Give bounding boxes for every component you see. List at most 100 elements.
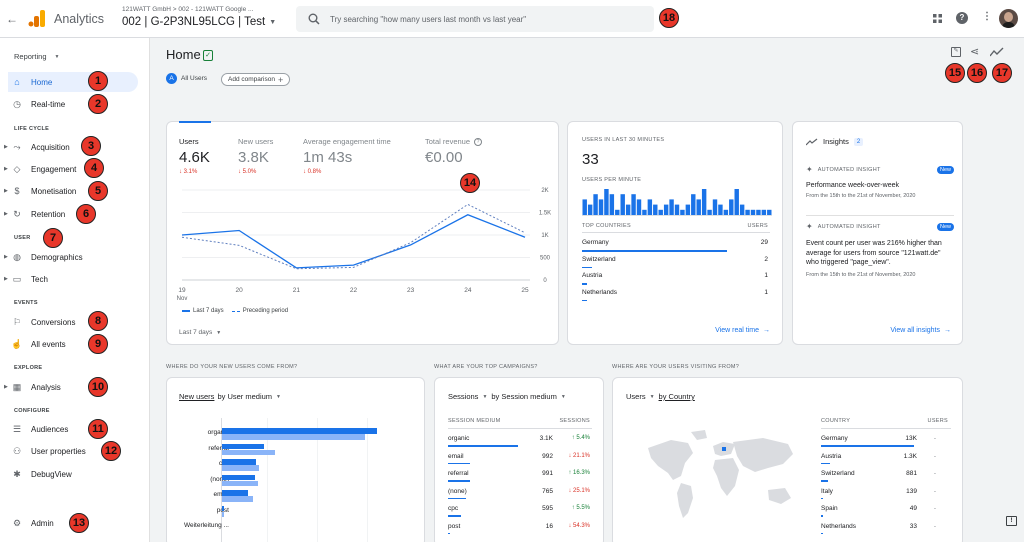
- search-bar[interactable]: Try searching "how many users last month…: [296, 6, 654, 32]
- back-arrow-icon[interactable]: ←: [6, 12, 18, 26]
- sidebar-item-monetisation[interactable]: ▶ $ Monetisation: [4, 181, 138, 201]
- sessions-value: 16: [545, 522, 553, 530]
- sidebar-item-user-properties[interactable]: ⚇ User properties: [8, 441, 138, 461]
- globe-icon: ◍: [13, 251, 21, 262]
- country-name: Austria: [582, 272, 603, 279]
- sidebar-item-realtime[interactable]: ◷ Real-time: [8, 94, 138, 114]
- sessions-change: ↑ 16.3%: [568, 470, 590, 476]
- country-share-bar: [582, 250, 728, 252]
- metric-new-users[interactable]: New users 3.8K ↓ 5.0%: [238, 137, 273, 175]
- expand-arrow-icon: ▶: [4, 166, 8, 172]
- country-name: Switzerland: [582, 255, 616, 263]
- reporting-selector[interactable]: Reporting ▼: [14, 52, 59, 61]
- metric-users[interactable]: Users 4.6K ↓ 3.1%: [179, 137, 210, 175]
- session-medium: (none): [448, 487, 467, 495]
- annotation-badge-17: 17: [992, 63, 1012, 83]
- metric-engagement-time[interactable]: Average engagement time 1m 43s ↓ 0.8%: [303, 137, 391, 175]
- chevron-down-icon: ▼: [482, 393, 488, 400]
- per-minute-bar: [723, 209, 729, 215]
- country-name: Austria: [821, 452, 842, 460]
- property-selector[interactable]: 002 | G-2P3NL95LCG | Test ▼: [122, 16, 276, 28]
- bar-category-label: organic: [207, 429, 229, 436]
- sidebar-item-debugview[interactable]: ✱ DebugView: [8, 464, 138, 484]
- apps-grid-icon[interactable]: [933, 14, 942, 23]
- sidebar-item-home[interactable]: ⌂ Home: [8, 72, 138, 92]
- per-minute-bar: [745, 209, 750, 215]
- account-breadcrumb[interactable]: 121WATT GmbH > 002 - 121WATT Google ...: [122, 6, 254, 13]
- metric-total-revenue[interactable]: Total revenue ? €0.00: [425, 137, 483, 166]
- app-title: Analytics: [54, 12, 105, 26]
- legend-series-2: Preceding period: [242, 308, 289, 314]
- new-users-dimension-selector[interactable]: New users by User medium ▼: [179, 392, 281, 401]
- search-input[interactable]: Try searching "how many users last month…: [330, 14, 527, 24]
- home-icon: ⌂: [14, 77, 20, 87]
- debug-icon: ✱: [13, 468, 21, 479]
- add-comparison-button[interactable]: Add comparison +: [221, 73, 291, 86]
- expand-arrow-icon: ▶: [4, 188, 8, 194]
- insight-item-1[interactable]: ✦ AUTOMATED INSIGHT New Performance week…: [806, 165, 954, 199]
- x-tick-label: 22: [350, 287, 358, 294]
- metric-label: Users: [179, 137, 199, 146]
- customize-report-icon[interactable]: ✎: [951, 47, 961, 57]
- country-users: 1.3K: [903, 452, 917, 460]
- help-icon[interactable]: ?: [956, 12, 968, 24]
- property-label: 002 | G-2P3NL95LCG | Test: [122, 16, 266, 28]
- per-minute-bar: [674, 204, 680, 215]
- segment-chip[interactable]: A All Users: [166, 73, 207, 84]
- insight-item-2[interactable]: ✦ AUTOMATED INSIGHT New Event count per …: [806, 222, 954, 278]
- metric-value: 4.6K: [179, 149, 210, 166]
- per-minute-bar: [620, 194, 625, 215]
- per-minute-bar: [767, 209, 772, 215]
- feedback-icon[interactable]: !: [1006, 516, 1017, 526]
- view-realtime-link[interactable]: View real time →: [715, 327, 770, 334]
- per-minute-bar: [680, 209, 685, 215]
- sidebar-item-admin[interactable]: ⚙ Admin: [8, 513, 138, 533]
- share-icon[interactable]: ⋖: [970, 46, 980, 58]
- sidebar-item-conversions[interactable]: ⚐ Conversions: [8, 312, 138, 332]
- engagement-icon: ◇: [13, 163, 21, 174]
- active-tab-indicator: [179, 121, 211, 123]
- grid-line: [317, 418, 318, 542]
- session-medium: organic: [448, 435, 470, 442]
- bar-current: [222, 428, 377, 434]
- insights-trend-icon[interactable]: [989, 47, 1004, 57]
- session-medium-header: SESSION MEDIUM: [448, 418, 501, 424]
- country-share-bar: [821, 462, 831, 464]
- date-range-selector[interactable]: Last 7 days ▼: [179, 329, 221, 336]
- realtime-title: USERS IN LAST 30 MINUTES: [582, 137, 665, 143]
- sidebar-item-retention[interactable]: ▶ ↻ Retention: [4, 204, 138, 224]
- retention-icon: ↻: [13, 208, 21, 219]
- country-share-bar: [582, 266, 592, 268]
- country-name: Germany: [821, 435, 848, 442]
- metric-label: Average engagement time: [303, 137, 391, 146]
- session-medium: email: [448, 452, 464, 460]
- sidebar-item-all-events[interactable]: ☝ All events: [8, 334, 138, 354]
- sidebar-item-demographics[interactable]: ▶ ◍ Demographics: [4, 247, 138, 267]
- sidebar-item-analysis[interactable]: ▶ ▦ Analysis: [4, 377, 138, 397]
- sidebar-item-audiences[interactable]: ☰ Audiences: [8, 419, 138, 439]
- bar-current: [222, 490, 249, 496]
- y-tick-label: 1K: [541, 233, 548, 239]
- sidebar-item-label: Retention: [31, 209, 66, 219]
- annotation-badge-8: 8: [88, 311, 108, 331]
- sidebar-item-tech[interactable]: ▶ ▭ Tech: [4, 269, 138, 289]
- annotation-badge-13: 13: [69, 513, 89, 533]
- countries-dimension-selector[interactable]: Users ▼ by Country: [626, 392, 695, 401]
- session-medium: post: [448, 522, 461, 530]
- section-campaigns: WHAT ARE YOUR TOP CAMPAIGNS?: [434, 364, 538, 370]
- session-share-bar: [448, 480, 471, 482]
- campaigns-dimension-selector[interactable]: Sessions ▼ by Session medium ▼: [448, 392, 566, 401]
- sidebar-item-acquisition[interactable]: ▶ ⤳ Acquisition: [4, 137, 138, 157]
- bar-current: [222, 474, 255, 480]
- sidebar-item-label: All events: [31, 339, 66, 349]
- view-all-insights-link[interactable]: View all insights →: [890, 327, 951, 334]
- insights-header: Insights 2: [805, 137, 864, 146]
- country-change: -: [933, 487, 936, 495]
- bar-current: [222, 443, 264, 449]
- more-vert-icon[interactable]: ⋮: [982, 11, 992, 22]
- sidebar-item-engagement[interactable]: ▶ ◇ Engagement: [4, 159, 138, 179]
- avatar[interactable]: [999, 9, 1018, 28]
- sessions-value: 765: [542, 487, 553, 495]
- section-visiting: WHERE ARE YOUR USERS VISITING FROM?: [612, 364, 740, 370]
- metric-name: New users: [179, 392, 215, 401]
